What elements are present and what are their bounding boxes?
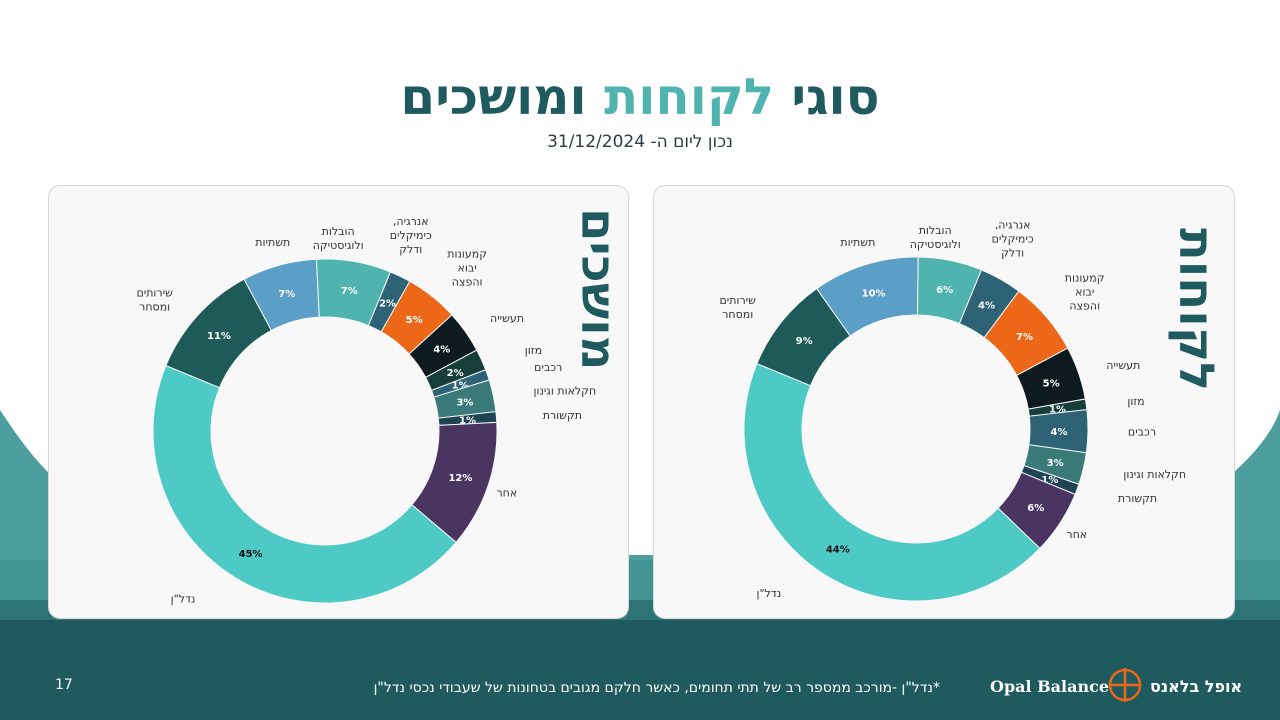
slice-value-label: 9% [796,336,813,347]
slice-category-label: רכבים [1128,426,1156,439]
slice-value-label: 6% [936,285,953,296]
slice-value-label: 12% [448,473,472,484]
slice-category-label: אנרגיה, כימיקלים ודלק [992,218,1034,259]
slice-category-label: תקשורת [543,409,582,422]
slice-category-label: נדל"ן [756,587,781,600]
logo-text-en: Opal Balance [990,677,1110,696]
slice-value-label: 3% [456,398,473,409]
slice-value-label: 3% [1047,458,1064,469]
title-main: סוגי [791,68,880,126]
slice-category-label: תשתיות [840,236,875,249]
donut-slice [152,364,457,604]
slice-value-label: 6% [1027,503,1044,514]
slice-category-label: אחר [496,487,517,500]
slice-value-label: 1% [1049,404,1066,415]
slice-value-label: 1% [1041,475,1058,486]
donut-slice [916,256,983,325]
slice-value-label: 4% [978,301,995,312]
slice-value-label: 7% [1016,332,1033,343]
title-accent: לקוחות [604,68,774,126]
slice-value-label: 11% [207,331,231,342]
slice-value-label: 45% [239,549,263,560]
slice-value-label: 10% [862,288,886,299]
slice-category-label: קמעונות יבוא והפצה [447,248,487,289]
donut-slice [743,362,1041,602]
slice-category-label: אחר [1066,528,1087,541]
slice-category-label: רכבים [534,361,562,374]
slice-category-label: תעשייה [490,312,524,325]
slice-category-label: תקשורת [1118,492,1157,505]
panel-title-right: לקוחות [1168,228,1224,392]
logo-text-he: אופל בלאנס [1150,677,1243,696]
slice-value-label: 7% [278,289,295,300]
page-title: סוגי לקוחות ומושכים [0,68,1280,126]
slice-value-label: 5% [1043,378,1060,389]
slice-value-label: 2% [447,368,464,379]
slice-value-label: 1% [459,415,476,426]
slice-category-label: קמעונות יבוא והפצה [1065,271,1105,312]
slice-value-label: 7% [341,286,358,297]
slice-value-label: 4% [1050,427,1067,438]
panel-title-left: מושכים [570,208,626,371]
slice-value-label: 4% [433,344,450,355]
slice-category-label: מזון [1127,395,1144,408]
slice-category-label: שירותים ומסחר [719,294,756,321]
chart-card-left: 2% אנרגיה, כימיקלים ודלק 5% קמעונות יבוא והפצה 4… [48,185,629,619]
footnote: *נדל"ן -מורכב ממספר רב של תתי תחומים, כא… [373,680,940,696]
slice-category-label: הובלות ולוגיסטיקה [910,224,961,251]
chart-card-right: 4% אנרגיה, כימיקלים ודלק 7% קמעונות יבוא והפצה 5… [653,185,1235,619]
slice-category-label: תעשייה [1106,359,1140,372]
slice-category-label: נדל"ן [171,592,196,605]
slice-category-label: שירותים ומסחר [136,286,173,313]
donut-chart-right: 4% אנרגיה, כימיקלים ודלק 7% קמעונות יבוא והפצה 5… [719,218,1186,602]
slice-value-label: 5% [406,315,423,326]
donut-slice [315,258,392,327]
slice-value-label: 2% [379,298,396,309]
page-subtitle: נכון ליום ה- 31/12/2024 [547,132,733,152]
slice-category-label: הובלות ולוגיסטיקה [313,225,364,252]
slice-category-label: חקלאות וגינון [533,385,596,398]
slice-category-label: תשתיות [255,236,290,249]
slice-category-label: מזון [525,344,542,357]
logo-icon [1108,668,1142,702]
title-rest: ומושכים [400,68,587,126]
donut-chart-left: 2% אנרגיה, כימיקלים ודלק 5% קמעונות יבוא והפצה 4… [136,215,596,606]
page-number: 17 [55,677,73,693]
slice-category-label: חקלאות וגינון [1123,468,1186,481]
slice-value-label: 44% [826,545,850,556]
slice-value-label: 1% [452,380,469,391]
slice-category-label: אנרגיה, כימיקלים ודלק [390,215,432,256]
